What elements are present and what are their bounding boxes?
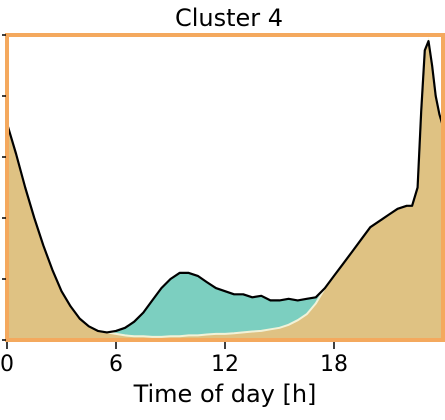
- x-tick-label: 6: [109, 352, 123, 377]
- x-axis-label: Time of day [h]: [133, 380, 317, 408]
- total-line: [5, 40, 445, 334]
- base-area: [7, 41, 443, 340]
- x-axis-ticks: 0 6 12 18: [0, 342, 348, 377]
- plot-area: [5, 37, 445, 340]
- x-tick-label: 0: [0, 352, 14, 377]
- x-tick-label: 12: [211, 352, 239, 377]
- x-tick-label: 18: [320, 352, 348, 377]
- chart-title: Cluster 4: [175, 4, 283, 32]
- y-axis-ticks: [2, 34, 6, 341]
- plot-frame: [5, 33, 445, 342]
